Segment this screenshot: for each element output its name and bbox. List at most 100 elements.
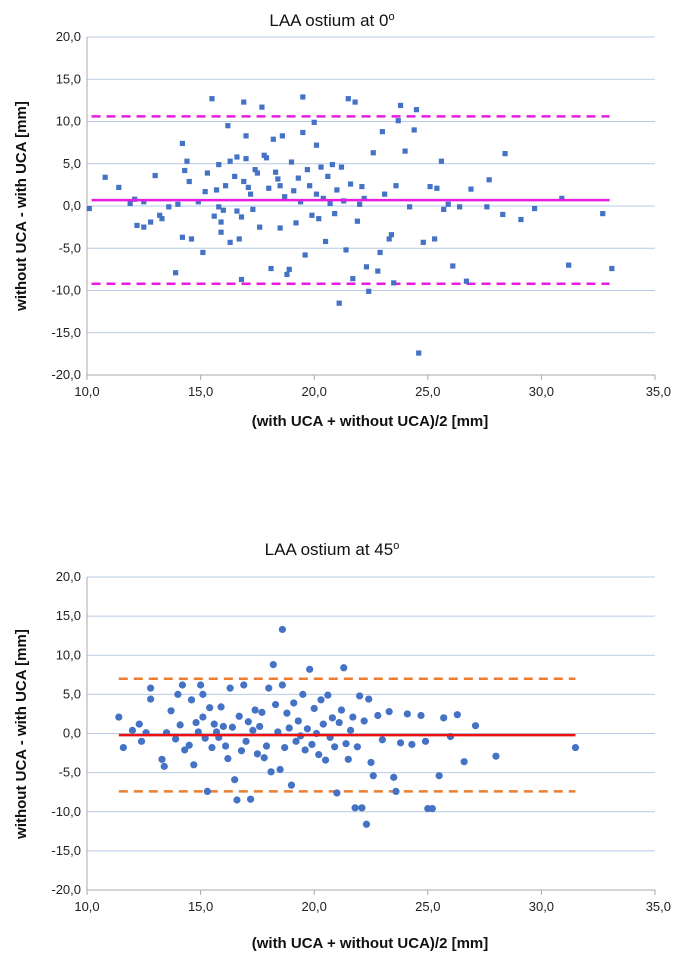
y-tick-label: 15,0 <box>56 608 81 623</box>
data-point <box>203 787 212 796</box>
data-point <box>293 220 299 226</box>
data-point <box>313 142 320 148</box>
y-tick-label: -5,0 <box>59 240 81 255</box>
data-point <box>253 750 261 758</box>
data-point <box>307 183 313 189</box>
data-point <box>304 167 310 173</box>
data-point <box>417 711 425 720</box>
data-point <box>345 96 351 102</box>
data-point <box>213 187 220 193</box>
data-point <box>116 184 122 191</box>
data-point <box>403 710 411 718</box>
data-point <box>402 148 408 154</box>
data-point <box>268 265 274 272</box>
data-point <box>450 263 456 269</box>
data-point <box>237 747 246 755</box>
data-point <box>252 167 258 173</box>
data-point <box>244 718 252 726</box>
data-point <box>344 755 352 763</box>
data-point <box>297 199 304 205</box>
data-point <box>278 681 286 689</box>
chart-title: LAA ostium at 45o <box>265 540 400 559</box>
data-point <box>340 664 348 672</box>
data-point <box>379 129 385 135</box>
chart-0deg: LAA ostium at 0o without UCA - with UCA … <box>13 11 671 430</box>
data-point <box>201 734 209 742</box>
x-tick-label: 30,0 <box>529 899 554 914</box>
x-tick-label: 25,0 <box>415 384 440 399</box>
data-point <box>219 722 227 731</box>
data-point <box>333 789 341 797</box>
data-point <box>309 212 315 218</box>
data-point <box>420 239 426 245</box>
plot-area: 20,0 15,0 10,0 5,0 0,0 -5,0 -10,0 -15,0 -20,0 10,… <box>51 29 671 399</box>
data-point <box>303 725 311 733</box>
data-point <box>283 709 291 717</box>
data-point <box>393 183 399 189</box>
data-point <box>212 728 221 736</box>
data-point <box>234 154 240 160</box>
data-point <box>408 740 416 749</box>
data-point <box>600 211 606 217</box>
data-point <box>179 234 186 240</box>
data-point <box>265 684 273 692</box>
data-point <box>428 805 436 813</box>
data-point <box>311 119 317 125</box>
data-point <box>242 737 250 745</box>
x-tick-label: 10,0 <box>74 899 99 914</box>
data-point <box>559 195 565 201</box>
data-point <box>247 191 254 197</box>
data-point <box>349 713 357 721</box>
data-point <box>332 211 338 217</box>
x-tick-label: 25,0 <box>415 899 440 914</box>
data-point <box>137 737 146 745</box>
x-tick-label: 20,0 <box>302 384 327 399</box>
data-point <box>221 742 230 750</box>
data-point <box>416 350 422 356</box>
data-point <box>256 722 264 731</box>
data-point <box>566 262 572 268</box>
data-point <box>445 201 451 207</box>
data-point <box>254 170 260 176</box>
y-tick-label: 0,0 <box>63 726 81 741</box>
data-point <box>187 696 196 704</box>
data-point <box>167 707 175 715</box>
data-point <box>148 219 154 225</box>
data-point <box>260 754 268 762</box>
data-point <box>226 684 234 692</box>
data-point <box>351 804 359 812</box>
plot-area: 20,0 15,0 10,0 5,0 0,0 -5,0 -10,0 -15,0 -20,0 10,… <box>51 569 671 914</box>
y-tick-label: 0,0 <box>63 198 81 213</box>
data-point <box>258 708 266 716</box>
data-point <box>300 94 306 100</box>
y-tick-label: 5,0 <box>63 156 81 171</box>
data-point <box>211 213 217 219</box>
chart-45deg: LAA ostium at 45o without UCA - with UCA… <box>13 540 671 952</box>
data-point <box>284 271 290 278</box>
x-tick-label: 35,0 <box>646 384 671 399</box>
data-point <box>246 795 255 803</box>
y-tick-label: -20,0 <box>51 367 81 382</box>
data-point <box>329 161 335 168</box>
y-tick-label: 10,0 <box>56 647 81 662</box>
data-point <box>160 762 168 770</box>
data-point <box>276 765 284 774</box>
chart-title: LAA ostium at 0o <box>269 11 394 30</box>
data-point <box>432 236 438 242</box>
data-point <box>172 735 180 743</box>
data-point <box>281 743 289 752</box>
data-point <box>190 761 198 769</box>
y-tick-label: -10,0 <box>51 283 81 298</box>
data-point <box>471 722 480 730</box>
data-point <box>238 214 245 220</box>
data-point <box>385 707 393 716</box>
data-point <box>331 743 339 751</box>
x-tick-label: 15,0 <box>188 899 213 914</box>
x-axis-label: (with UCA + without UCA)/2 [mm] <box>252 935 489 952</box>
data-point <box>209 96 215 102</box>
data-point <box>243 133 249 139</box>
data-point <box>210 720 218 728</box>
data-point <box>438 158 445 164</box>
data-point <box>277 183 283 189</box>
